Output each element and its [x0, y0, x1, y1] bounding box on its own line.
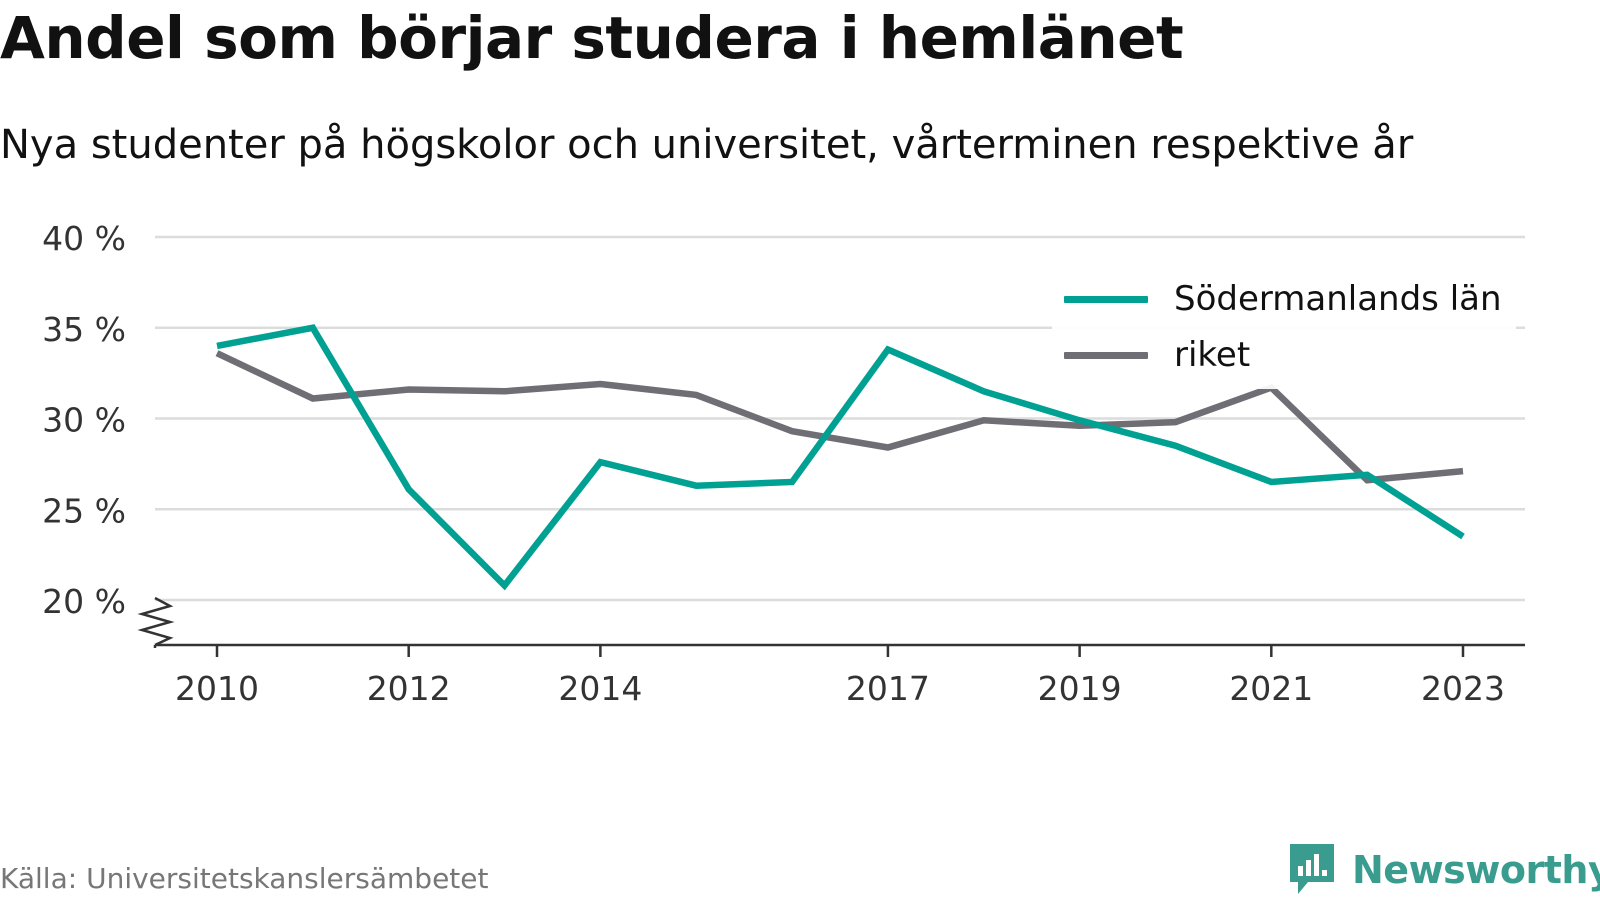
- brand-name: Newsworthy: [1352, 848, 1600, 892]
- legend-label-sodermanland: Södermanlands län: [1174, 279, 1502, 319]
- x-tick-label: 2019: [1038, 669, 1122, 708]
- x-tick-label: 2021: [1229, 669, 1313, 708]
- legend-swatch-riket: [1064, 351, 1148, 359]
- axis-break-zigzag: [137, 596, 175, 647]
- page-title: Andel som börjar studera i hemlänet: [0, 4, 1184, 72]
- page-subtitle: Nya studenter på högskolor och universit…: [0, 122, 1414, 168]
- legend-label-riket: riket: [1174, 335, 1251, 375]
- series-line-riket: [215, 350, 1464, 484]
- y-tick-label: 30 %: [42, 401, 126, 440]
- series-lines: [215, 324, 1465, 591]
- newsworthy-logo-icon: [1290, 844, 1334, 894]
- brand[interactable]: Newsworthy: [1288, 842, 1600, 898]
- x-tick-label: 2012: [367, 669, 451, 708]
- x-axis: 2010 2012 2014 2017 2019 2021 2023: [153, 643, 1525, 708]
- x-tick-label: 2014: [558, 669, 642, 708]
- y-axis-ticks: 40 % 35 % 30 % 25 % 20 %: [42, 219, 126, 621]
- x-tick-label: 2017: [846, 669, 930, 708]
- legend: Södermanlands län riket: [1052, 265, 1516, 389]
- legend-item-riket: riket: [1064, 327, 1502, 383]
- y-tick-label: 20 %: [42, 582, 126, 621]
- y-tick-label: 40 %: [42, 219, 126, 258]
- legend-swatch-sodermanland: [1064, 295, 1148, 303]
- y-tick-label: 35 %: [42, 310, 126, 349]
- legend-item-sodermanland: Södermanlands län: [1064, 271, 1502, 327]
- axis-break-icon: [137, 596, 175, 647]
- x-tick-label: 2023: [1421, 669, 1505, 708]
- series-line-sodermanland: [216, 324, 1465, 591]
- y-tick-label: 25 %: [42, 491, 126, 530]
- x-tick-label: 2010: [175, 669, 259, 708]
- source-note: Källa: Universitetskanslersämbetet: [0, 862, 489, 895]
